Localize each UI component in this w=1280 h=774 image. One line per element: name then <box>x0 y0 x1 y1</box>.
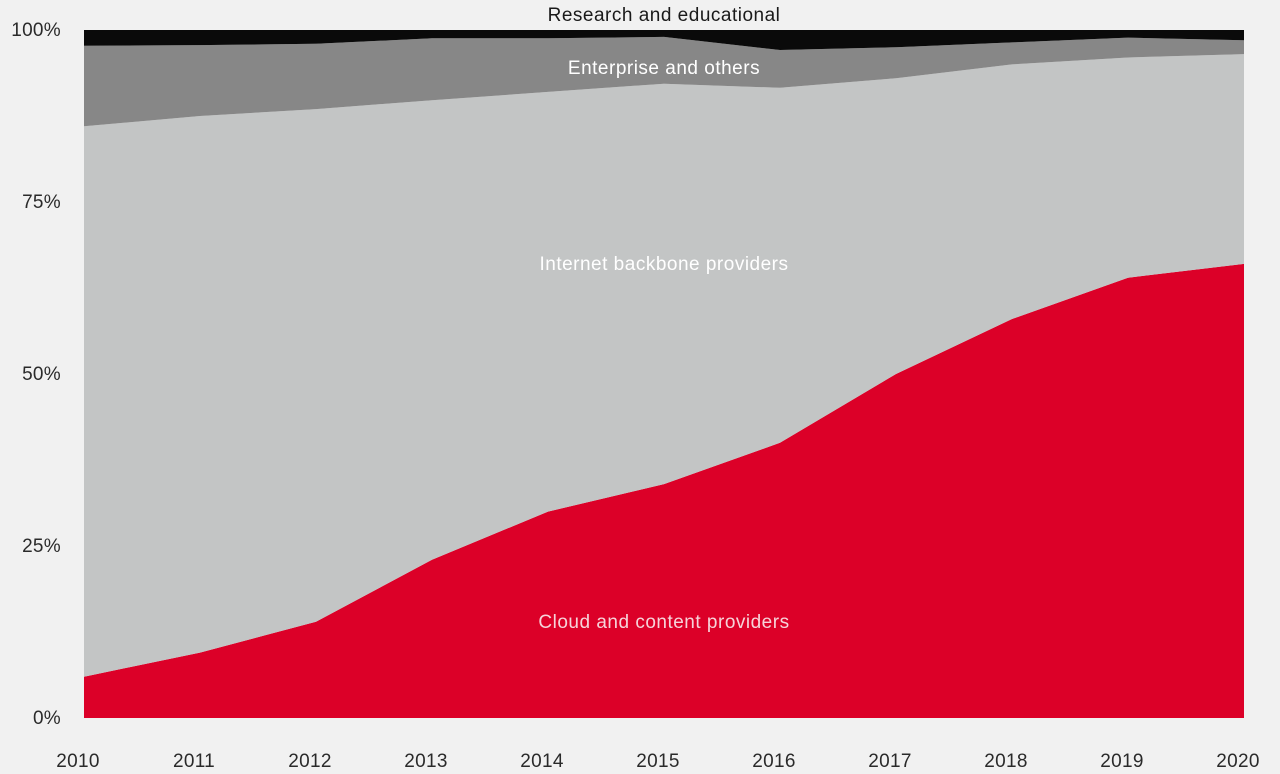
area-enterprise-and-others <box>84 36 1244 127</box>
series-label-internet-backbone-providers: Internet backbone providers <box>539 254 788 275</box>
x-tick-label: 2013 <box>404 751 447 772</box>
x-tick-label: 2010 <box>56 751 99 772</box>
y-tick-label: 25% <box>22 536 61 557</box>
y-tick-label: 0% <box>33 708 61 729</box>
area-cloud-and-content-providers <box>84 263 1244 718</box>
x-tick-label: 2012 <box>288 751 331 772</box>
y-tick-label: 75% <box>22 192 61 213</box>
series-label-research-and-educational: Research and educational <box>548 5 781 26</box>
x-tick-label: 2014 <box>520 751 564 772</box>
y-axis: 0% 25% 50% 75% 100% <box>11 20 61 729</box>
x-tick-label: 2017 <box>868 751 911 772</box>
series-labels: Cloud and content providers Internet bac… <box>538 5 789 633</box>
area-research-and-educational <box>84 30 1244 50</box>
x-tick-label: 2020 <box>1216 751 1259 772</box>
series-label-cloud-and-content-providers: Cloud and content providers <box>538 612 789 633</box>
x-tick-label: 2019 <box>1100 751 1143 772</box>
series-label-enterprise-and-others: Enterprise and others <box>568 58 760 79</box>
x-tick-label: 2016 <box>752 751 795 772</box>
x-tick-label: 2011 <box>173 751 215 772</box>
areas-layer <box>84 30 1244 718</box>
area-internet-backbone-providers <box>84 54 1244 677</box>
y-tick-label: 100% <box>11 20 61 41</box>
y-tick-label: 50% <box>22 364 61 385</box>
x-tick-label: 2018 <box>984 751 1027 772</box>
x-axis: 2010 2011 2012 2013 2014 2015 2016 2017 2018 2019… <box>56 751 1259 772</box>
x-tick-label: 2015 <box>636 751 679 772</box>
